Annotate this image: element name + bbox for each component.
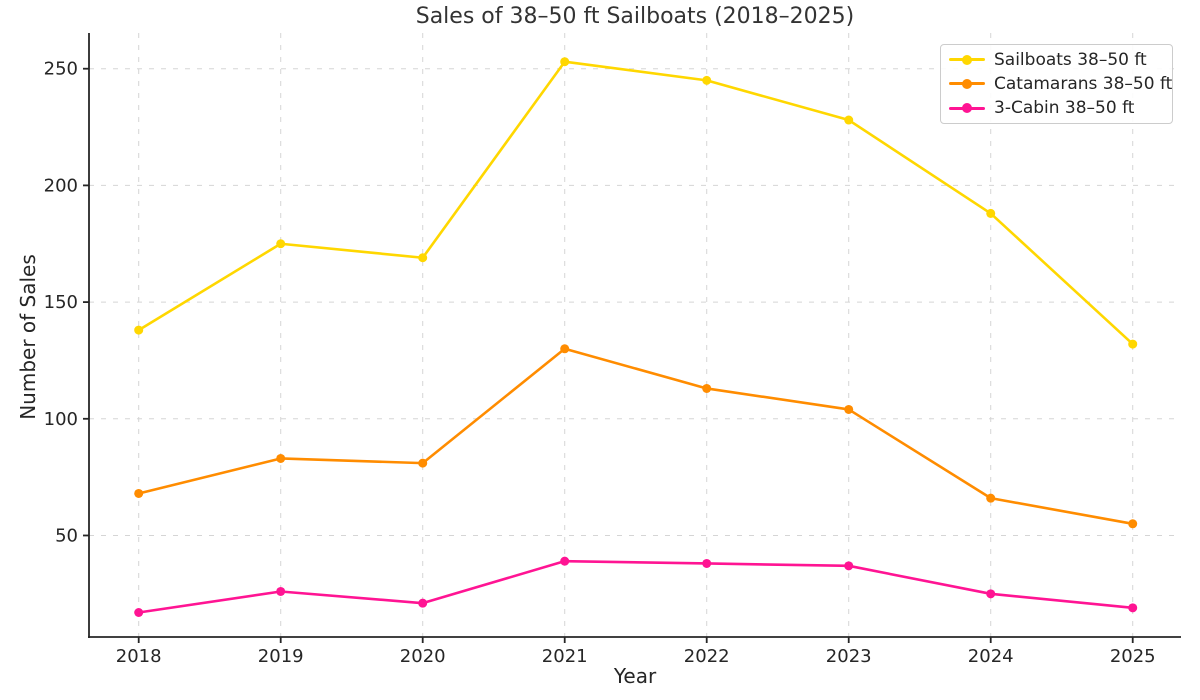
data-point-marker	[276, 586, 286, 596]
data-point-marker	[418, 253, 428, 263]
legend-label: Catamarans 38–50 ft	[994, 73, 1173, 94]
y-tick-label: 50	[55, 525, 78, 546]
data-point-marker	[1128, 519, 1138, 529]
x-tick-label: 2020	[400, 646, 446, 667]
series-line	[137, 60, 1135, 346]
series-catamarans-38-50-ft	[134, 344, 1138, 529]
legend: Sailboats 38–50 ft Catamarans 38–50 ft 3-C…	[940, 44, 1173, 124]
data-point-marker	[134, 488, 144, 498]
y-axis-label: Number of Sales	[16, 254, 40, 420]
series-sailboats-38-50-ft	[134, 57, 1138, 349]
data-point-marker	[276, 239, 286, 249]
data-point-marker	[844, 115, 854, 125]
data-point-marker	[1128, 339, 1138, 349]
y-tick-label: 250	[44, 59, 78, 80]
x-tick-label: 2022	[684, 646, 730, 667]
data-point-marker	[702, 558, 712, 568]
x-tick-label: 2023	[826, 646, 872, 667]
data-point-marker	[134, 607, 144, 617]
legend-line-swatch	[949, 78, 985, 89]
data-point-marker	[418, 458, 428, 468]
legend-marker-dot	[962, 103, 972, 114]
y-tick-label: 200	[44, 175, 78, 196]
data-point-marker	[276, 453, 286, 463]
legend-item-catamarans-38-50-ft: Catamarans 38–50 ft	[949, 73, 1172, 94]
legend-line-swatch	[949, 103, 985, 114]
data-point-marker	[560, 556, 570, 566]
data-point-marker	[418, 598, 428, 608]
x-tick-label: 2024	[968, 646, 1014, 667]
x-tick-label: 2025	[1110, 646, 1156, 667]
data-point-marker	[702, 75, 712, 85]
data-point-marker	[844, 561, 854, 571]
legend-marker-dot	[962, 54, 972, 65]
y-tick-label: 100	[44, 409, 78, 430]
series-3-cabin-38-50-ft	[134, 556, 1138, 617]
data-point-marker	[986, 208, 996, 218]
x-axis-label: Year	[613, 664, 657, 688]
legend-item-3-cabin-38-50-ft: 3-Cabin 38–50 ft	[949, 98, 1164, 119]
x-tick-label: 2019	[258, 646, 304, 667]
data-point-marker	[560, 344, 570, 354]
y-tick-label: 150	[44, 292, 78, 313]
data-point-marker	[702, 383, 712, 393]
series-line	[137, 347, 1135, 526]
data-point-marker	[1128, 603, 1138, 613]
legend-label: 3-Cabin 38–50 ft	[994, 98, 1135, 119]
data-point-marker	[986, 493, 996, 503]
legend-line-swatch	[949, 54, 985, 65]
gridlines	[89, 33, 1181, 637]
legend-marker-dot	[962, 78, 972, 89]
chart-title: Sales of 38–50 ft Sailboats (2018–2025)	[415, 4, 855, 29]
data-point-marker	[560, 57, 570, 67]
data-point-marker	[844, 404, 854, 414]
data-point-marker	[134, 325, 144, 335]
axes: 2018 2019 2020 2021 2022 2023 2024 2025 50 100 150…	[44, 33, 1181, 667]
series-line	[137, 559, 1135, 614]
legend-item-sailboats-38-50-ft: Sailboats 38–50 ft	[949, 49, 1164, 70]
x-tick-label: 2021	[542, 646, 588, 667]
x-tick-label: 2018	[116, 646, 162, 667]
data-point-marker	[986, 589, 996, 599]
legend-label: Sailboats 38–50 ft	[994, 49, 1147, 70]
